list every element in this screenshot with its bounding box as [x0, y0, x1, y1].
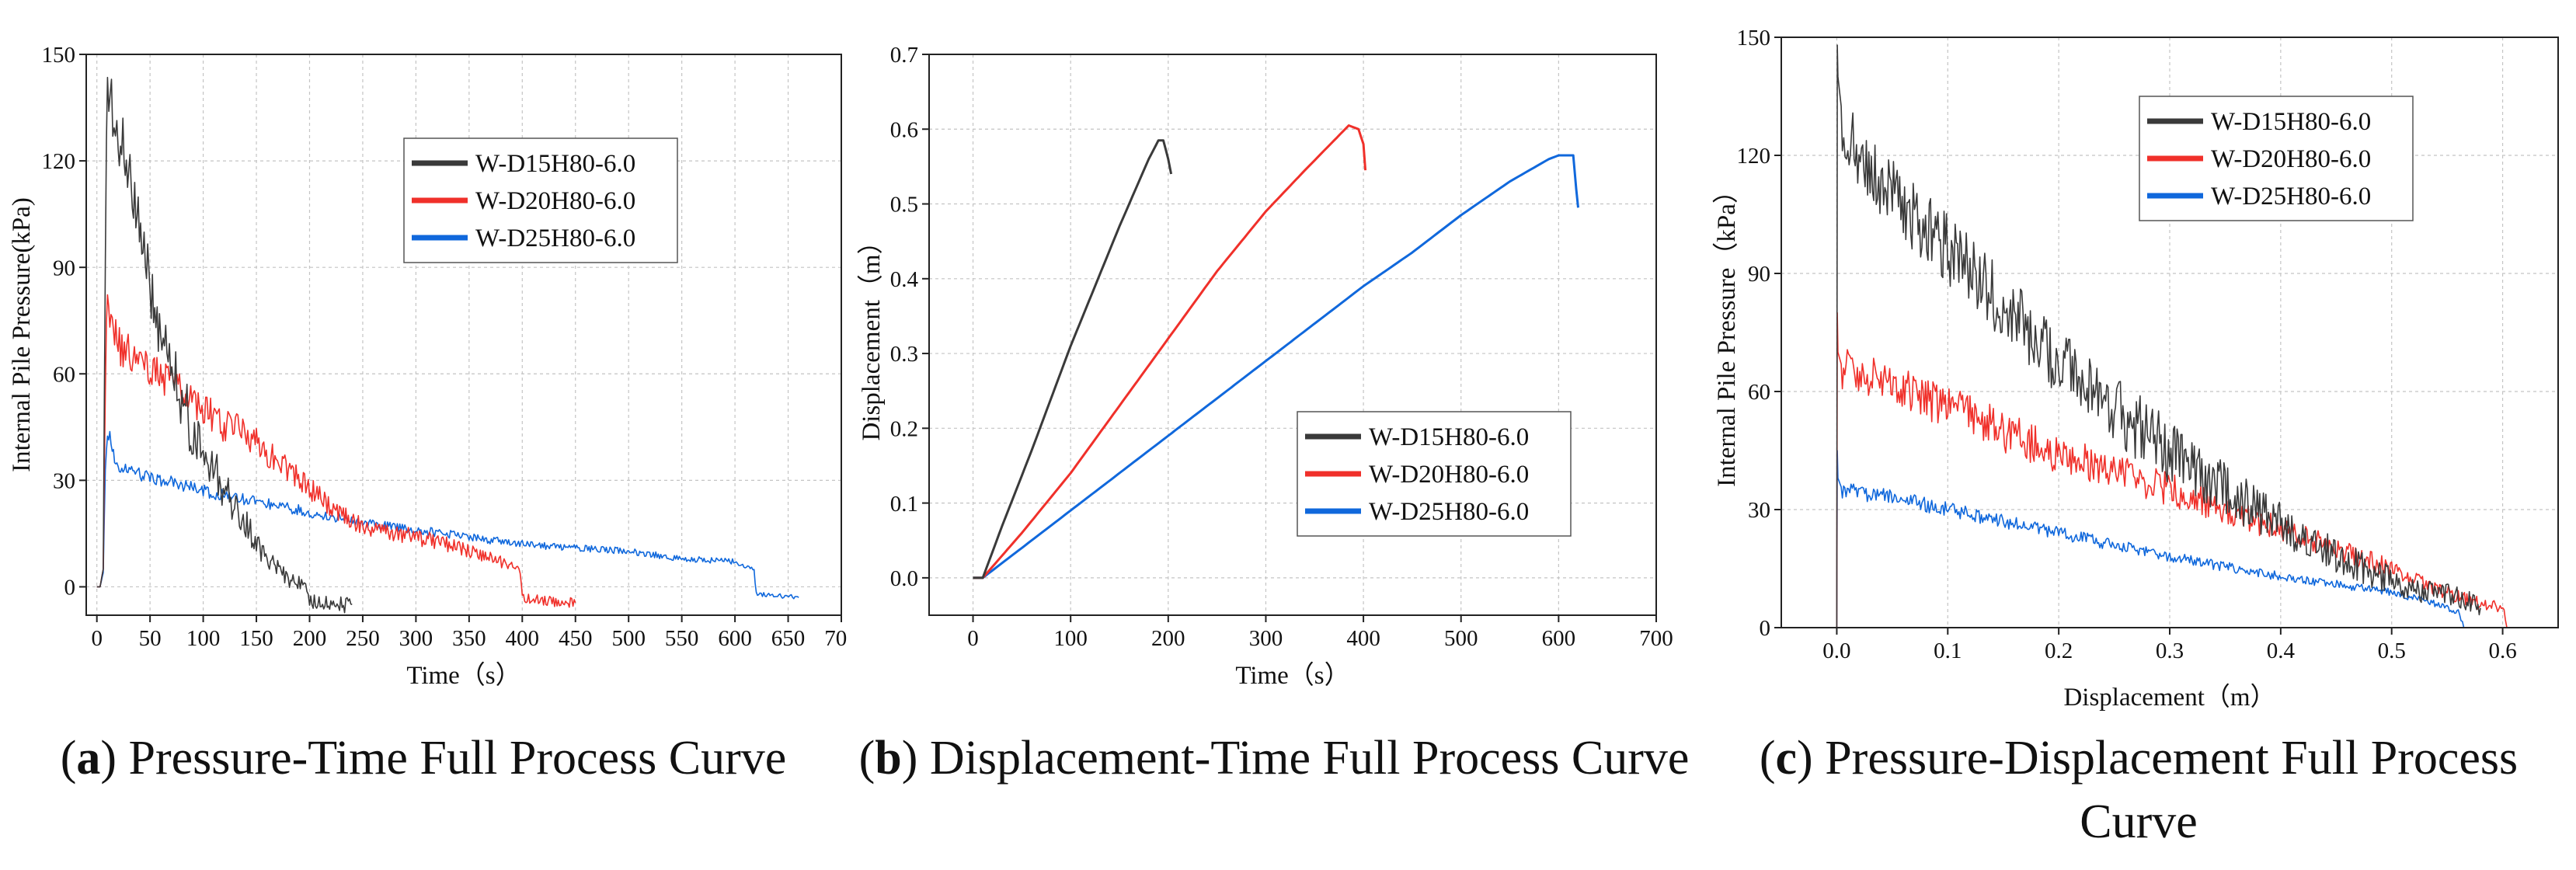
x-tick-label: 100	[186, 626, 221, 651]
x-tick-label: 300	[1249, 626, 1283, 651]
y-tick-label: 120	[42, 149, 76, 174]
x-tick-label: 300	[399, 626, 433, 651]
x-tick-label: 0.6	[2488, 639, 2516, 663]
y-tick-label: 120	[1737, 144, 1771, 169]
legend-label: W-D25H80-6.0	[2211, 183, 2371, 211]
y-tick-label: 60	[53, 362, 75, 387]
series-group	[96, 76, 799, 614]
y-tick-label: 150	[1737, 26, 1771, 50]
x-tick-label: 100	[1053, 626, 1088, 651]
tick-labels: 0 100 200 300 400 500 600 700 0.0 0.1 0.2 0.3 0.4 0.5…	[890, 43, 1673, 651]
y-tick-label: 0.6	[890, 117, 918, 142]
series-line-W-D20H80-6.0	[973, 124, 1367, 579]
x-tick-label: 600	[718, 626, 752, 651]
y-tick-label: 0.4	[890, 267, 919, 292]
y-tick-label: 60	[1748, 380, 1770, 405]
series-line-W-D20H80-6.0	[96, 294, 576, 608]
series-line-W-D20H80-6.0	[1836, 311, 2508, 628]
y-axis-label: Internal Pile Pressure(kPa)	[8, 197, 36, 472]
panel-pressure-displacement: 0.0 0.1 0.2 0.3 0.4 0.5 0.6 0 30 60 90 120 150 Displa…	[1701, 0, 2576, 870]
y-tick-label: 0.2	[890, 416, 918, 441]
x-tick-label: 350	[452, 626, 486, 651]
y-tick-label: 90	[1748, 262, 1770, 287]
y-tick-label: 30	[1748, 498, 1770, 523]
x-axis-label: Displacement（m）	[2063, 684, 2275, 712]
x-tick-label: 500	[1444, 626, 1478, 651]
y-tick-label: 30	[53, 469, 75, 494]
legend-label: W-D20H80-6.0	[1369, 461, 1529, 489]
x-tick-label: 0.2	[2045, 639, 2073, 663]
x-tick-label: 500	[611, 626, 646, 651]
x-tick-label: 700	[1639, 626, 1673, 651]
legend-label: W-D25H80-6.0	[475, 224, 635, 252]
caption-a: (a) Pressure-Time Full Process Curve	[60, 732, 787, 785]
x-tick-label: 150	[239, 626, 273, 651]
x-tick-label: 0.3	[2156, 639, 2184, 663]
plot-frame	[85, 54, 842, 616]
y-tick-label: 90	[53, 256, 75, 280]
legend-label: W-D20H80-6.0	[2211, 145, 2371, 173]
x-tick-label: 650	[771, 626, 806, 651]
y-axis-label: Displacement（m）	[858, 228, 886, 440]
y-tick-label: 0.1	[890, 492, 918, 517]
series-line-W-D25H80-6.0	[1836, 450, 2465, 628]
chart-pressure-time: 0 50 100 150 200 250 300 350 400 450 500 550 600 650 7…	[8, 43, 848, 690]
y-tick-label: 0	[64, 576, 76, 600]
series-group	[1836, 44, 2508, 628]
x-tick-label: 450	[559, 626, 593, 651]
legend: W-D15H80-6.0 W-D20H80-6.0 W-D25H80-6.0	[1297, 411, 1572, 537]
panel-pressure-time: 0 50 100 150 200 250 300 350 400 450 500 550 600 650 7…	[0, 0, 847, 870]
legend-label: W-D25H80-6.0	[1369, 498, 1529, 526]
x-axis-label: Time（s）	[406, 662, 520, 690]
x-tick-label: 250	[346, 626, 380, 651]
series-line-W-D25H80-6.0	[96, 430, 799, 600]
panel-displacement-time: 0 100 200 300 400 500 600 700 0.0 0.1 0.2 0.3 0.4 0.5…	[847, 0, 1701, 870]
x-axis-label: Time（s）	[1235, 662, 1349, 690]
x-tick-label: 0.5	[2378, 639, 2406, 663]
x-tick-label: 0.1	[1934, 639, 1962, 663]
x-tick-label: 200	[1151, 626, 1185, 651]
x-tick-label: 0.0	[1822, 639, 1850, 663]
series-line-W-D15H80-6.0	[973, 139, 1173, 579]
x-tick-label: 0	[91, 626, 103, 651]
legend: W-D15H80-6.0 W-D20H80-6.0 W-D25H80-6.0	[2139, 96, 2414, 221]
caption-b: (b) Displacement-Time Full Process Curve	[858, 732, 1690, 785]
y-tick-label: 0	[1760, 616, 1771, 641]
y-tick-label: 0.5	[890, 193, 918, 218]
tick-labels: 0 50 100 150 200 250 300 350 400 450 500 550 600 650 7…	[42, 43, 848, 651]
chart-pressure-displacement: 0.0 0.1 0.2 0.3 0.4 0.5 0.6 0 30 60 90 120 150 Displa…	[1713, 26, 2559, 712]
series-line-W-D15H80-6.0	[1836, 44, 2481, 628]
x-tick-label: 700	[824, 626, 847, 651]
plot-frame	[928, 54, 1657, 616]
legend-label: W-D20H80-6.0	[475, 187, 635, 215]
series-group	[973, 124, 1579, 579]
legend: W-D15H80-6.0 W-D20H80-6.0 W-D25H80-6.0	[403, 137, 678, 263]
series-line-W-D15H80-6.0	[96, 76, 353, 614]
tick-labels: 0.0 0.1 0.2 0.3 0.4 0.5 0.6 0 30 60 90 120 150	[1737, 26, 2517, 663]
x-tick-label: 400	[1346, 626, 1380, 651]
series-line-W-D25H80-6.0	[973, 154, 1579, 579]
x-tick-label: 0	[967, 626, 979, 651]
legend-label: W-D15H80-6.0	[2211, 108, 2371, 136]
x-tick-label: 600	[1542, 626, 1576, 651]
legend-label: W-D15H80-6.0	[1369, 423, 1529, 451]
y-tick-label: 150	[42, 43, 76, 68]
y-tick-label: 0.3	[890, 342, 918, 367]
caption-c: (c) Pressure-Displacement Full Process C…	[1759, 732, 2519, 848]
y-tick-label: 0.7	[890, 43, 918, 68]
x-tick-label: 50	[139, 626, 162, 651]
legend-label: W-D15H80-6.0	[475, 150, 635, 178]
x-tick-label: 400	[506, 626, 540, 651]
x-tick-label: 200	[293, 626, 327, 651]
x-tick-label: 0.4	[2267, 639, 2296, 663]
chart-displacement-time: 0 100 200 300 400 500 600 700 0.0 0.1 0.2 0.3 0.4 0.5…	[858, 43, 1673, 690]
y-tick-label: 0.0	[890, 566, 918, 591]
x-tick-label: 550	[665, 626, 699, 651]
y-axis-label: Internal Pile Pressure（kPa）	[1713, 178, 1741, 487]
